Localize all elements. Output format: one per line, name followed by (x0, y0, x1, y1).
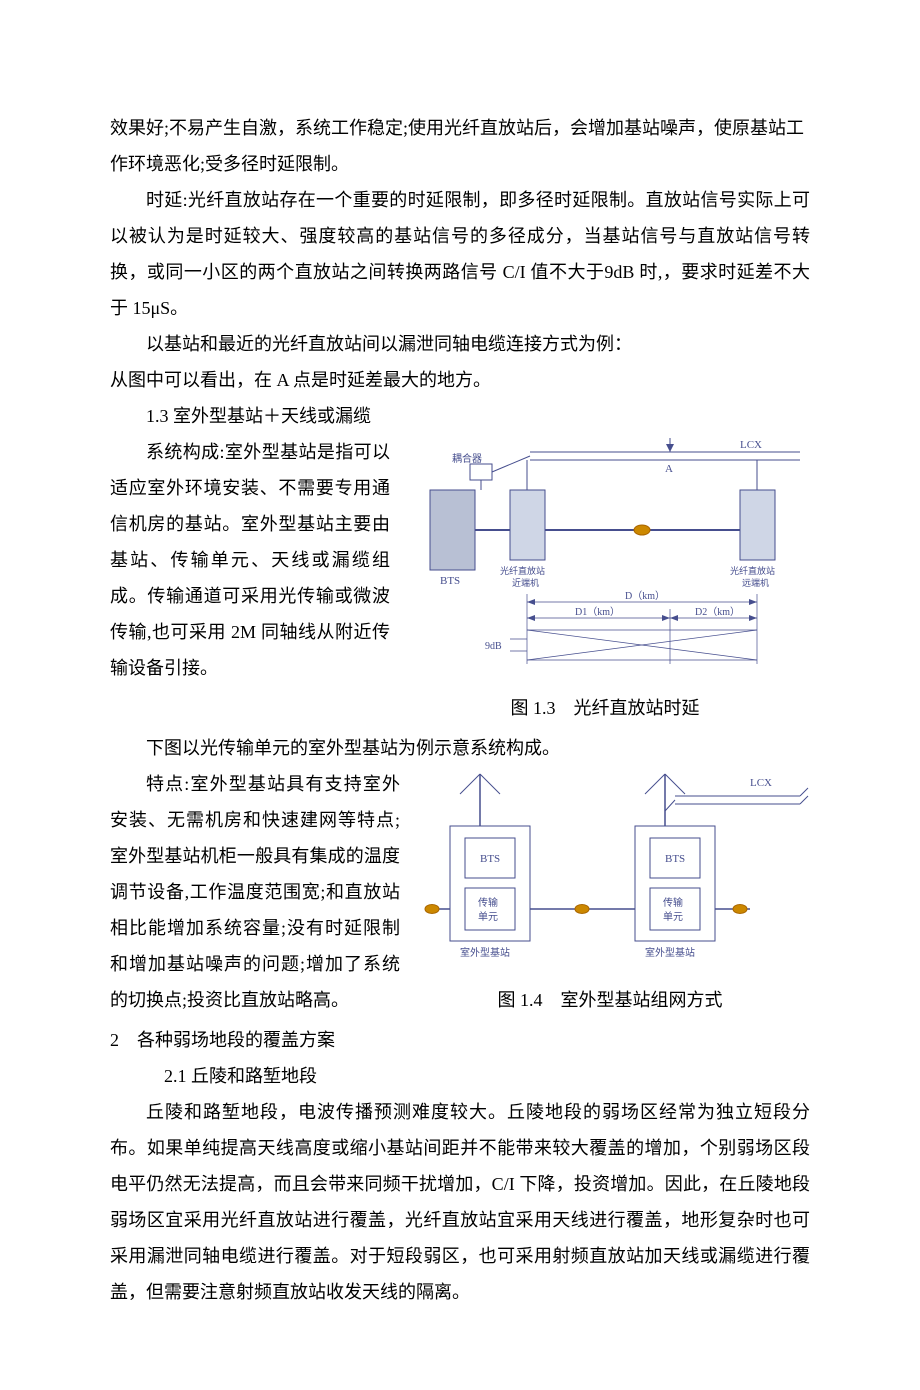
lcx-label: LCX (740, 439, 762, 451)
paragraph: 系统构成:室外型基站是指可以适应室外环境安装、不需要专用通信机房的基站。室外型基… (110, 434, 390, 686)
page-content: 效果好;不易产生自激，系统工作稳定;使用光纤直放站后，会增加基站噪声，使原基站工… (0, 0, 920, 1390)
svg-text:光纤直放站: 光纤直放站 (730, 565, 775, 576)
paragraph: 下图以光传输单元的室外型基站为例示意系统构成。 (110, 730, 810, 766)
bts-label: BTS (665, 853, 685, 865)
figure-1-3: LCX A 耦合器 BTS 光纤直放站 近端机 (400, 434, 810, 730)
bts-label: BTS (480, 853, 500, 865)
d-label: D（km） (625, 590, 665, 602)
paragraph: 效果好;不易产生自激，系统工作稳定;使用光纤直放站后，会增加基站噪声，使原基站工… (110, 110, 810, 182)
paragraph: 时延:光纤直放站存在一个重要的时延限制，即多径时延限制。直放站信号实际上可以被认… (110, 182, 810, 326)
wrapped-text: 特点:室外型基站具有支持室外安装、无需机房和快速建网等特点;室外型基站机柜一般具… (110, 766, 400, 1018)
subsection-heading: 2.1 丘陵和路堑地段 (110, 1058, 810, 1094)
point-a-label: A (665, 463, 673, 475)
paragraph: 以基站和最近的光纤直放站间以漏泄同轴电缆连接方式为例： (110, 326, 810, 362)
text-figure-row: 特点:室外型基站具有支持室外安装、无需机房和快速建网等特点;室外型基站机柜一般具… (110, 766, 810, 1022)
section-heading: 2 各种弱场地段的覆盖方案 (110, 1022, 810, 1058)
lcx-label: LCX (750, 777, 772, 789)
paragraph: 特点:室外型基站具有支持室外安装、无需机房和快速建网等特点;室外型基站机柜一般具… (110, 766, 400, 1018)
paragraph: 丘陵和路堑地段，电波传播预测难度较大。丘陵地段的弱场区经常为独立短段分布。如果单… (110, 1094, 810, 1310)
svg-text:传输: 传输 (663, 896, 683, 909)
d2-label: D2（km） (695, 606, 740, 618)
outdoor-bts-label: 室外型基站 (645, 946, 695, 959)
svg-text:远端机: 远端机 (742, 577, 769, 588)
paragraph: 从图中可以看出，在 A 点是时延差最大的地方。 (110, 362, 810, 398)
d1-label: D1（km） (575, 606, 620, 618)
figure-1-4: LCX BTS 传输 单元 室外型基站 BTS 传输 单元 室外型基站 (410, 766, 810, 1022)
svg-text:近端机: 近端机 (512, 577, 539, 588)
svg-text:传输: 传输 (478, 896, 498, 909)
bts-label: BTS (440, 575, 460, 587)
svg-text:光纤直放站: 光纤直放站 (500, 565, 545, 576)
outdoor-bts-label: 室外型基站 (460, 946, 510, 959)
ndb-label: 9dB (485, 641, 502, 652)
svg-text:单元: 单元 (663, 911, 683, 923)
figure-caption: 图 1.3 光纤直放站时延 (400, 690, 810, 726)
text-figure-row: 系统构成:室外型基站是指可以适应室外环境安装、不需要专用通信机房的基站。室外型基… (110, 434, 810, 730)
coupler-label: 耦合器 (452, 452, 482, 465)
figure-caption: 图 1.4 室外型基站组网方式 (410, 982, 810, 1018)
outdoor-bts-diagram: LCX BTS 传输 单元 室外型基站 BTS 传输 单元 室外型基站 (410, 766, 810, 966)
fiber-repeater-delay-diagram: LCX A 耦合器 BTS 光纤直放站 近端机 (400, 434, 810, 674)
section-heading: 1.3 室外型基站＋天线或漏缆 (110, 398, 810, 434)
svg-text:单元: 单元 (478, 911, 498, 923)
wrapped-text: 系统构成:室外型基站是指可以适应室外环境安装、不需要专用通信机房的基站。室外型基… (110, 434, 390, 686)
